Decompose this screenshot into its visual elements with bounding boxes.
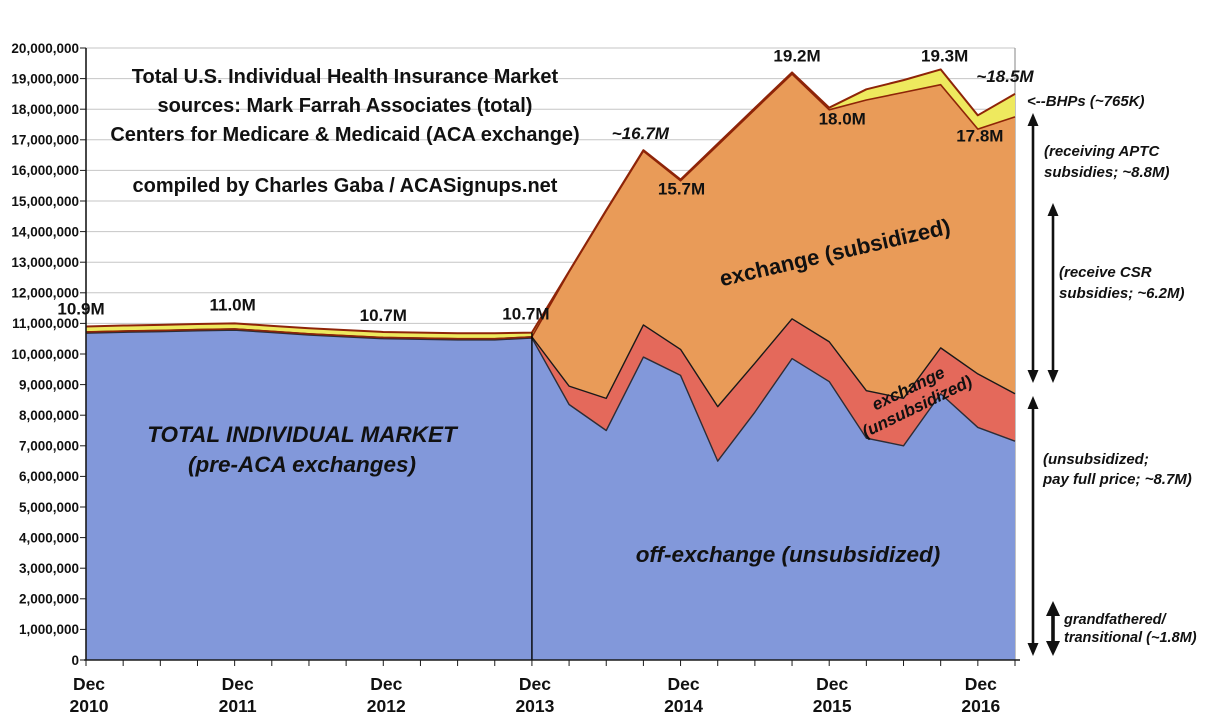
y-tick-label: 3,000,000 bbox=[19, 561, 79, 576]
x-tick-year: 2014 bbox=[664, 696, 703, 716]
arrowhead-up bbox=[1047, 203, 1059, 216]
point-labels: 10.9M 11.0M 10.7M 10.7M ~16.7M 15.7M 19.2M 18.0… bbox=[57, 46, 1034, 325]
point-label: 18.0M bbox=[819, 110, 866, 129]
chart-title-line1: Total U.S. Individual Health Insurance M… bbox=[131, 66, 559, 88]
point-label: ~18.5M bbox=[976, 67, 1034, 86]
y-tick-label: 6,000,000 bbox=[19, 469, 79, 484]
axes bbox=[80, 47, 1020, 666]
y-tick-label: 11,000,000 bbox=[12, 316, 79, 331]
y-tick-label: 20,000,000 bbox=[11, 41, 79, 56]
annotation-bhps: <--BHPs (~765K) bbox=[1027, 93, 1145, 110]
x-axis-labels: Dec2010Dec2011Dec2012Dec2013Dec2014Dec20… bbox=[70, 674, 1001, 716]
annotation-grandfathered-transitional: grandfathered/ transitional (~1.8M) bbox=[1064, 612, 1197, 647]
annotation-csr-line1: (receive CSR bbox=[1059, 264, 1152, 281]
x-tick-month: Dec bbox=[668, 674, 700, 694]
label-total-individual-market: TOTAL INDIVIDUAL MARKET (pre-ACA exchang… bbox=[128, 420, 476, 480]
point-label: ~16.7M bbox=[612, 124, 670, 143]
x-tick-year: 2012 bbox=[367, 696, 406, 716]
annotation-aptc-line2: subsidies; ~8.8M) bbox=[1044, 164, 1170, 181]
label-off-exchange: off-exchange (unsubsidized) bbox=[635, 542, 941, 567]
x-tick-year: 2013 bbox=[515, 696, 554, 716]
y-tick-label: 9,000,000 bbox=[19, 377, 79, 392]
y-tick-label: 10,000,000 bbox=[11, 347, 79, 362]
y-tick-label: 12,000,000 bbox=[11, 286, 79, 301]
stacked-areas bbox=[85, 68, 1016, 660]
y-tick-label: 15,000,000 bbox=[11, 194, 79, 209]
annotation-csr-line2: subsidies; ~6.2M) bbox=[1059, 285, 1185, 302]
x-tick-year: 2010 bbox=[70, 696, 109, 716]
boundary-exchange-subsidized- bbox=[85, 73, 1016, 340]
y-tick-label: 13,000,000 bbox=[11, 255, 79, 270]
arrowhead-down bbox=[1046, 641, 1060, 656]
annotation-grandfathered-line1: grandfathered/ bbox=[1064, 612, 1166, 628]
point-label: 11.0M bbox=[209, 295, 255, 314]
y-tick-label: 14,000,000 bbox=[11, 224, 79, 239]
y-tick-label: 4,000,000 bbox=[19, 530, 79, 545]
x-tick-month: Dec bbox=[816, 674, 848, 694]
x-tick-month: Dec bbox=[519, 674, 551, 694]
annotation-arrows bbox=[1027, 113, 1060, 656]
point-label: 15.7M bbox=[658, 180, 705, 199]
chart-title-line3: Centers for Medicare & Medicaid (ACA exc… bbox=[110, 124, 580, 146]
arrowhead-up bbox=[1046, 601, 1060, 616]
point-label: 10.7M bbox=[502, 305, 549, 324]
boundary-off-exchange-unsubsidized- bbox=[85, 329, 1016, 462]
point-label: 10.9M bbox=[57, 299, 104, 318]
x-tick-year: 2016 bbox=[961, 696, 1000, 716]
y-tick-label: 7,000,000 bbox=[19, 439, 79, 454]
x-tick-month: Dec bbox=[222, 674, 254, 694]
label-total-individual-market-line1: TOTAL INDIVIDUAL MARKET bbox=[147, 422, 457, 447]
arrowhead-down bbox=[1047, 370, 1059, 383]
x-tick-year: 2015 bbox=[813, 696, 852, 716]
annotation-unsubsidized-line2: pay full price; ~8.7M) bbox=[1043, 471, 1192, 488]
chart-title: Total U.S. Individual Health Insurance M… bbox=[85, 63, 605, 150]
y-tick-label: 18,000,000 bbox=[11, 102, 79, 117]
arrowhead-up bbox=[1027, 396, 1039, 409]
area-exchange-subsidized- bbox=[86, 74, 1015, 407]
annotation-unsubsidized-full-price: (unsubsidized; pay full price; ~8.7M) bbox=[1043, 450, 1192, 490]
y-tick-label: 19,000,000 bbox=[11, 71, 79, 86]
annotation-csr-subsidies: (receive CSR subsidies; ~6.2M) bbox=[1059, 262, 1184, 304]
y-tick-label: 2,000,000 bbox=[19, 592, 79, 607]
arrowhead-down bbox=[1027, 643, 1039, 656]
annotation-aptc-subsidies: (receiving APTC subsidies; ~8.8M) bbox=[1044, 141, 1169, 183]
y-tick-label: 0 bbox=[71, 653, 79, 668]
chart-credit: compiled by Charles Gaba / ACASignups.ne… bbox=[132, 175, 558, 197]
annotation-unsubsidized-line1: (unsubsidized; bbox=[1043, 451, 1149, 468]
point-label: 19.3M bbox=[921, 46, 968, 65]
boundary-bhps bbox=[85, 68, 1016, 335]
y-tick-label: 1,000,000 bbox=[19, 622, 79, 637]
point-label: 19.2M bbox=[773, 46, 820, 65]
x-tick-year: 2011 bbox=[219, 696, 257, 716]
arrowhead-up bbox=[1027, 113, 1039, 126]
y-axis-labels: 0 1,000,000 2,000,000 3,000,000 4,000,000 5,0… bbox=[11, 41, 79, 668]
annotation-aptc-line1: (receiving APTC bbox=[1044, 143, 1160, 160]
label-total-individual-market-line2: (pre-ACA exchanges) bbox=[188, 452, 416, 477]
y-tick-label: 17,000,000 bbox=[11, 133, 79, 148]
point-label: 17.8M bbox=[956, 126, 1003, 145]
arrowhead-down bbox=[1027, 370, 1039, 383]
x-tick-month: Dec bbox=[370, 674, 402, 694]
area-exchange-unsubsidized- bbox=[86, 318, 1015, 462]
chart-title-line2: sources: Mark Farrah Associates (total) bbox=[157, 95, 533, 117]
x-tick-month: Dec bbox=[73, 674, 105, 694]
area-off-exchange-unsubsidized- bbox=[86, 330, 1015, 660]
x-tick-month: Dec bbox=[965, 674, 997, 694]
y-tick-label: 8,000,000 bbox=[19, 408, 79, 423]
point-label: 10.7M bbox=[360, 306, 407, 325]
y-tick-label: 16,000,000 bbox=[11, 163, 79, 178]
y-tick-label: 5,000,000 bbox=[19, 500, 79, 515]
annotation-grandfathered-line2: transitional (~1.8M) bbox=[1064, 629, 1197, 646]
